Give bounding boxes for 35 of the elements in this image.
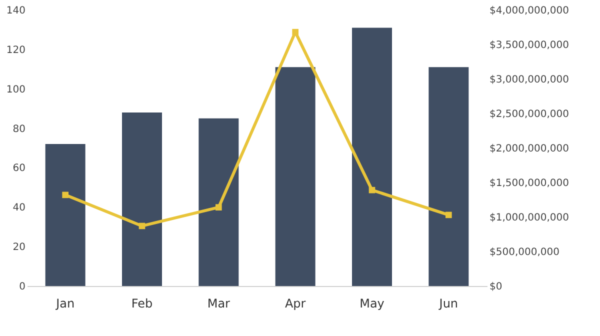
bar: [352, 28, 392, 286]
point: [368, 186, 376, 194]
y-tick-label: 80: [12, 124, 26, 135]
y2-tick-label: $2,000,000,000: [490, 144, 570, 154]
point: [138, 222, 146, 230]
y-tick-label: 140: [6, 6, 26, 16]
y2-tick-label: $4,000,000,000: [490, 6, 570, 16]
y-tick-label: 60: [12, 163, 26, 174]
point: [62, 192, 68, 198]
y-tick-label: 40: [12, 202, 26, 214]
point: [216, 204, 222, 211]
y-tick-label: 100: [6, 84, 26, 96]
x-tick-label: Apr: [284, 296, 306, 310]
bar: [45, 144, 86, 286]
x-tick-label: Jan: [55, 296, 75, 310]
y2-tick-label: $1,000,000,000: [490, 212, 570, 224]
y2-tick-label: $3,000,000,000: [490, 74, 570, 86]
x-tick-label: Feb: [131, 296, 153, 310]
x-tick-label: May: [360, 296, 384, 310]
point: [446, 212, 452, 218]
y2-tick-label: $3,500,000,000: [490, 40, 570, 51]
bar: [275, 67, 316, 286]
x-tick-label: Jun: [438, 296, 458, 310]
bar: [428, 67, 469, 286]
y2-tick-label: $0: [490, 282, 502, 292]
y2-tick-label: $1,500,000,000: [490, 178, 570, 189]
bar: [198, 118, 239, 286]
y-tick-label: 20: [12, 242, 26, 254]
y-tick-label: 0: [19, 282, 26, 292]
y2-tick-label: $500,000,000: [490, 247, 560, 258]
x-tick-label: Mar: [207, 296, 230, 310]
y2-tick-label: $2,500,000,000: [490, 109, 570, 120]
point: [292, 28, 298, 36]
bar: [122, 112, 162, 286]
y-tick-label: 120: [6, 44, 26, 56]
